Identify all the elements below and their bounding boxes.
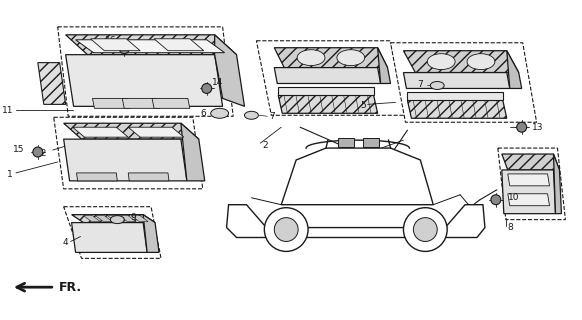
Polygon shape [73, 127, 128, 137]
Polygon shape [58, 27, 233, 116]
Polygon shape [278, 87, 374, 95]
Ellipse shape [430, 82, 444, 90]
Polygon shape [122, 98, 160, 108]
Polygon shape [77, 173, 118, 181]
Polygon shape [154, 39, 204, 51]
Circle shape [264, 208, 308, 252]
Polygon shape [502, 154, 559, 170]
Ellipse shape [297, 50, 325, 66]
Circle shape [274, 218, 298, 242]
Polygon shape [54, 117, 203, 189]
Polygon shape [403, 73, 510, 88]
Text: 8: 8 [508, 223, 513, 232]
Text: 9: 9 [130, 213, 136, 222]
Polygon shape [128, 127, 184, 137]
Polygon shape [66, 35, 236, 55]
Polygon shape [63, 139, 187, 181]
Polygon shape [508, 194, 549, 206]
Text: 15: 15 [13, 145, 25, 154]
Text: 7: 7 [417, 80, 423, 89]
Polygon shape [66, 55, 223, 106]
Ellipse shape [491, 195, 501, 205]
Ellipse shape [244, 111, 258, 119]
Ellipse shape [211, 108, 229, 118]
Polygon shape [63, 123, 199, 139]
Polygon shape [128, 173, 169, 181]
Text: 13: 13 [531, 123, 543, 132]
Text: FR.: FR. [59, 281, 82, 294]
Polygon shape [278, 95, 378, 113]
Text: 11: 11 [2, 106, 13, 115]
Polygon shape [107, 216, 124, 222]
Polygon shape [403, 51, 519, 73]
Polygon shape [502, 170, 555, 214]
Ellipse shape [119, 44, 129, 54]
Text: 12: 12 [37, 148, 48, 157]
Ellipse shape [427, 54, 455, 69]
Bar [363, 138, 379, 147]
Text: 16: 16 [105, 36, 116, 45]
Circle shape [413, 218, 437, 242]
Polygon shape [63, 207, 161, 258]
Polygon shape [90, 39, 140, 51]
Polygon shape [119, 216, 136, 222]
Polygon shape [152, 98, 190, 108]
Text: 7: 7 [269, 112, 275, 121]
Polygon shape [93, 98, 130, 108]
Polygon shape [76, 40, 225, 53]
Polygon shape [378, 48, 391, 84]
Polygon shape [281, 148, 433, 205]
Text: 10: 10 [508, 193, 519, 202]
Polygon shape [407, 100, 507, 118]
Ellipse shape [467, 54, 495, 69]
Polygon shape [95, 216, 112, 222]
Polygon shape [38, 63, 66, 104]
Polygon shape [84, 216, 101, 222]
Polygon shape [498, 148, 565, 220]
Polygon shape [274, 68, 381, 84]
Text: 4: 4 [63, 238, 69, 247]
Polygon shape [226, 205, 485, 237]
Ellipse shape [337, 50, 365, 66]
Polygon shape [72, 215, 155, 223]
Text: 1: 1 [7, 171, 13, 180]
Text: 6: 6 [200, 109, 205, 118]
Polygon shape [407, 92, 503, 100]
Polygon shape [181, 123, 205, 181]
Polygon shape [507, 51, 521, 88]
Ellipse shape [33, 147, 43, 157]
Bar [338, 138, 354, 147]
Polygon shape [72, 223, 147, 252]
Polygon shape [143, 215, 159, 252]
Text: 5: 5 [360, 101, 365, 110]
Text: 3: 3 [360, 150, 365, 160]
Polygon shape [215, 35, 244, 106]
Ellipse shape [202, 84, 212, 93]
Polygon shape [274, 48, 388, 68]
Circle shape [403, 208, 447, 252]
Polygon shape [553, 154, 562, 214]
Polygon shape [257, 41, 406, 115]
Text: 14: 14 [212, 78, 223, 87]
Ellipse shape [111, 216, 124, 224]
Text: 2: 2 [262, 140, 268, 149]
Polygon shape [391, 43, 537, 122]
Polygon shape [508, 174, 549, 186]
Ellipse shape [517, 122, 527, 132]
Polygon shape [131, 216, 148, 222]
